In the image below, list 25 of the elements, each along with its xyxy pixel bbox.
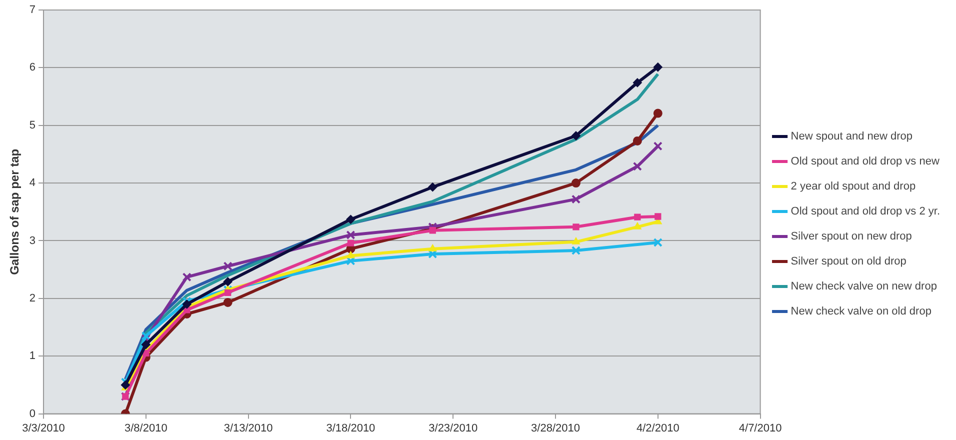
x-tick-label: 3/13/2010: [224, 422, 273, 434]
legend-label: 2 year old spout and drop: [790, 180, 916, 193]
y-tick-label: 1: [29, 350, 36, 362]
y-tick-label: 0: [29, 408, 36, 420]
x-tick-label: 3/28/2010: [531, 422, 580, 434]
y-tick-label: 7: [29, 4, 36, 16]
legend-label: New check valve on new drop: [790, 280, 937, 293]
legend-label: Silver spout on old drop: [790, 256, 906, 268]
x-tick-label: 4/2/2010: [636, 422, 680, 434]
y-axis-title: Gallons of sap per tap: [8, 148, 22, 275]
y-tick-label: 4: [29, 177, 36, 190]
y-tick-label: 3: [29, 234, 36, 247]
x-tick-label: 4/7/2010: [738, 422, 782, 434]
y-tick-label: 2: [29, 292, 36, 304]
x-tick-label: 3/23/2010: [428, 422, 478, 434]
y-tick-label: 6: [29, 62, 36, 74]
x-tick-label: 3/8/2010: [124, 422, 168, 434]
legend-label: New check valve on old drop: [790, 306, 932, 318]
x-tick-label: 3/18/2010: [326, 422, 376, 434]
legend-label: New spout and new drop: [790, 130, 912, 143]
legend-label: Silver spout on new drop: [790, 230, 912, 243]
legend-label: Old spout and old drop vs new: [790, 156, 940, 168]
x-tick-label: 3/3/2010: [22, 422, 65, 434]
legend-label: Old spout and old drop vs 2 yr.: [790, 206, 940, 218]
y-tick-label: 5: [29, 119, 36, 132]
